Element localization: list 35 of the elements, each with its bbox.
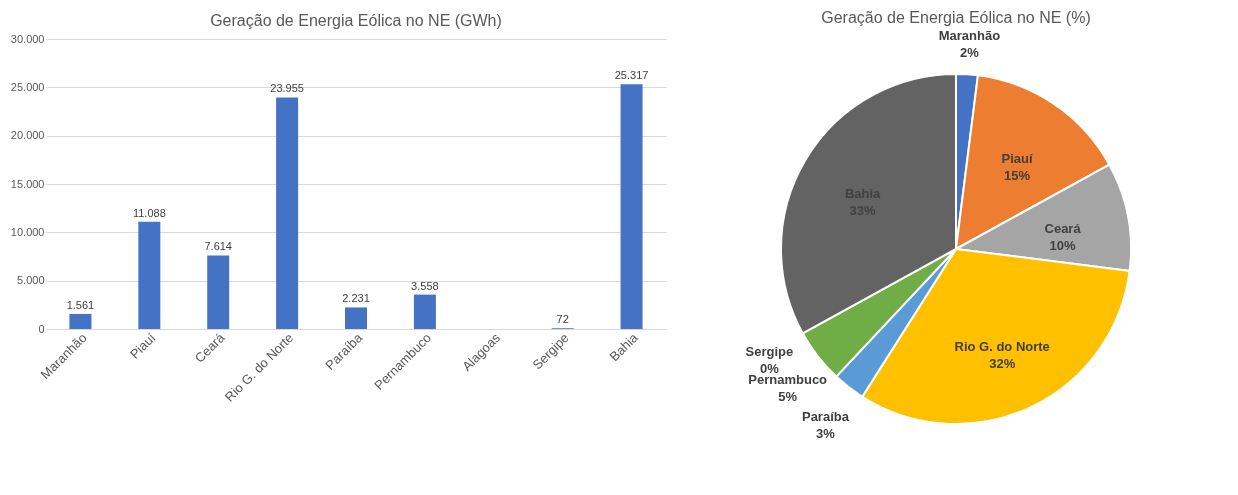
- data-label: 32%: [989, 356, 1016, 372]
- bar: [276, 97, 299, 329]
- y-tick-label: 20.000: [10, 129, 45, 142]
- data-label: 3%: [816, 426, 836, 442]
- data-label: 1.561: [66, 298, 95, 311]
- bar: [207, 255, 230, 329]
- bar: [413, 294, 436, 329]
- data-label: 10%: [1049, 237, 1077, 253]
- text: 0%: [759, 360, 779, 376]
- bar: [345, 307, 367, 329]
- slice-label: Piauí: [1001, 151, 1033, 167]
- data-label: 72: [556, 313, 569, 326]
- data-label: 2%: [959, 45, 980, 61]
- slice-label: Paraíba: [801, 409, 850, 425]
- data-label: 5%: [778, 388, 798, 404]
- data-label: 25.317: [614, 69, 649, 82]
- bar: [69, 313, 92, 329]
- data-label: 7.614: [204, 240, 232, 253]
- data-label: 23.955: [270, 82, 304, 95]
- y-tick-label: 15.000: [10, 177, 45, 190]
- y-tick-label: 0: [38, 322, 45, 335]
- y-tick-label: 10.000: [10, 225, 45, 238]
- data-label: 11.088: [132, 206, 166, 219]
- y-tick-label: 5.000: [16, 274, 45, 287]
- data-label: 15%: [1003, 168, 1031, 184]
- data-label: 3.558: [411, 279, 439, 292]
- slice-label: Ceará: [1044, 220, 1082, 236]
- y-tick-label: 25.000: [10, 80, 45, 93]
- chart-title: Geração de Energia Eólica no NE (%): [821, 9, 1091, 27]
- data-label: 2.231: [342, 292, 370, 305]
- bar: [620, 84, 643, 329]
- bar: [138, 221, 161, 329]
- slice-label: Maranhão: [938, 28, 1001, 44]
- chart-title: Geração de Energia Eólica no NE (GWh): [210, 12, 502, 29]
- y-tick-label: 30.000: [10, 32, 45, 45]
